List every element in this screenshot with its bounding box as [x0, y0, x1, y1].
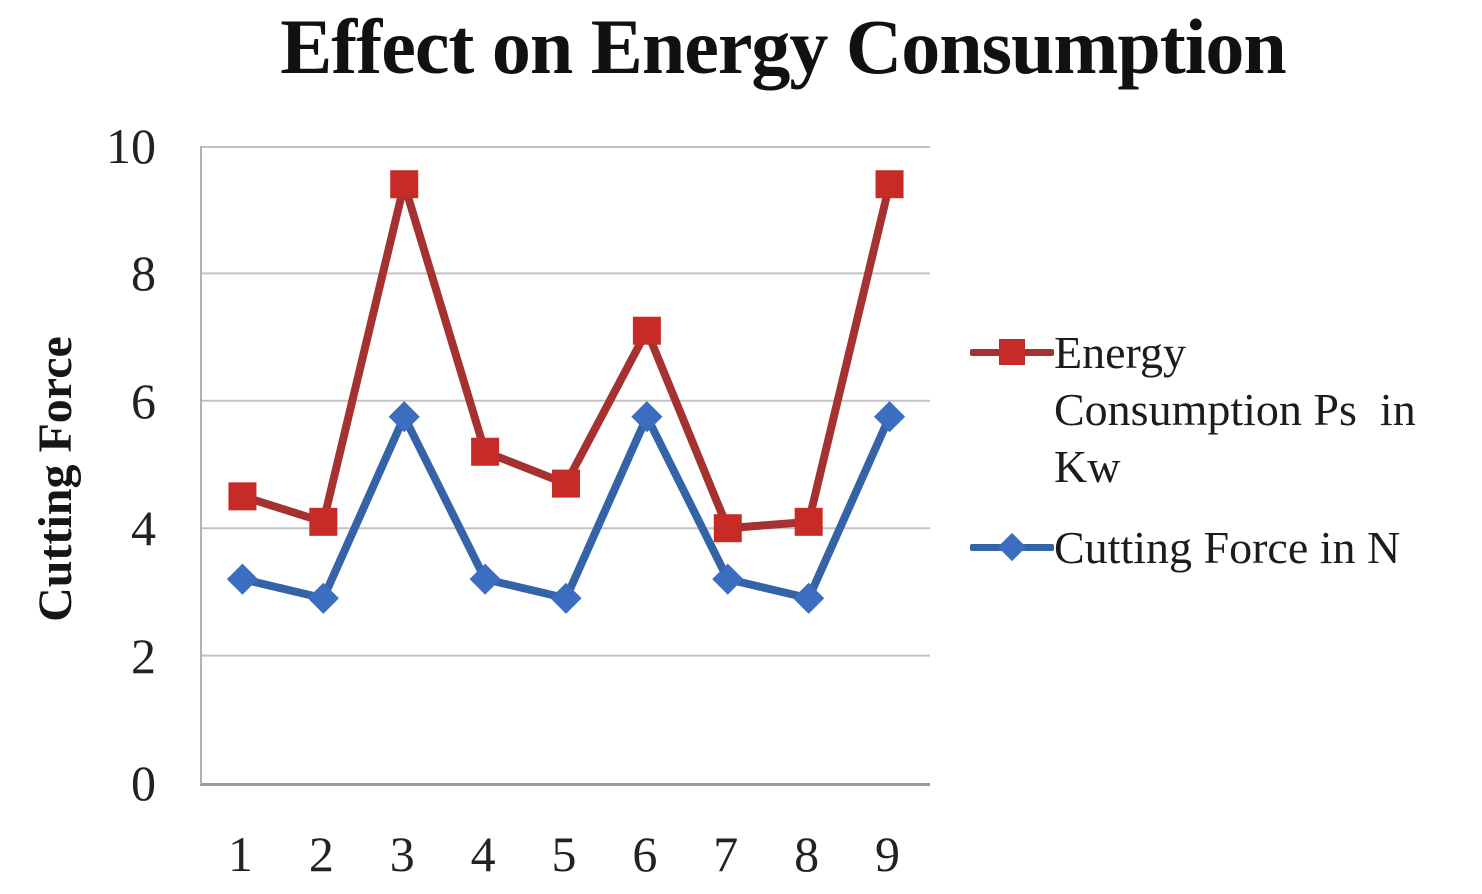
y-tick-label: 6: [131, 372, 156, 429]
data-point-marker: [388, 401, 420, 433]
x-tick-label: 7: [713, 826, 739, 882]
x-tick-label: 6: [632, 826, 658, 882]
legend-diamond-marker-icon: [970, 519, 1054, 576]
x-tick-label: 8: [794, 826, 820, 882]
legend: Energy Consumption Ps in Kw Cutting Force i…: [970, 324, 1416, 576]
square-icon: [999, 339, 1025, 365]
y-tick-label: 2: [131, 627, 156, 684]
y-axis-title: Cutting Force: [29, 336, 82, 622]
data-point-marker: [390, 170, 419, 199]
data-point-marker: [552, 469, 580, 498]
y-tick-label: 0: [131, 755, 156, 811]
x-tick-label: 9: [875, 826, 901, 882]
x-tick-label: 2: [308, 826, 334, 882]
legend-label: Energy Consumption Ps in Kw: [1054, 324, 1416, 495]
data-point-marker: [228, 482, 257, 511]
diamond-icon: [997, 532, 1027, 562]
data-point-marker: [632, 316, 661, 345]
x-tick-label: 3: [389, 826, 415, 882]
data-point-marker: [873, 401, 906, 433]
data-point-marker: [307, 582, 339, 614]
legend-square-marker-icon: [970, 324, 1054, 381]
legend-label-line: Kw: [1054, 441, 1121, 492]
chart-svg: [202, 146, 930, 657]
data-point-marker: [631, 401, 663, 433]
data-point-marker: [471, 437, 500, 466]
legend-label: Cutting Force in N: [1054, 519, 1400, 576]
data-point-marker: [226, 563, 259, 595]
y-tick-label: 8: [131, 245, 156, 302]
legend-label-line: Energy: [1054, 327, 1187, 378]
x-tick-label: 1: [227, 826, 253, 882]
data-point-marker: [875, 170, 904, 199]
data-point-marker: [793, 582, 825, 614]
data-point-marker: [550, 582, 582, 614]
y-tick-label: 4: [131, 500, 156, 557]
x-tick-label: 5: [551, 826, 577, 882]
legend-item-energy-consumption: Energy Consumption Ps in Kw: [970, 324, 1416, 495]
legend-label-line: Consumption Ps in: [1054, 384, 1416, 435]
legend-label-line: Cutting Force in N: [1054, 522, 1401, 573]
y-tick-label: 10: [106, 118, 156, 174]
page-title: Effect on Energy Consumption: [280, 3, 1287, 90]
x-tick-label: 4: [470, 826, 496, 882]
legend-item-cutting-force: Cutting Force in N: [970, 519, 1416, 576]
plot-area: [200, 146, 930, 786]
data-point-marker: [794, 507, 823, 536]
data-point-marker: [712, 563, 744, 595]
data-point-marker: [309, 507, 338, 536]
data-point-marker: [469, 563, 501, 595]
data-point-marker: [713, 514, 742, 543]
